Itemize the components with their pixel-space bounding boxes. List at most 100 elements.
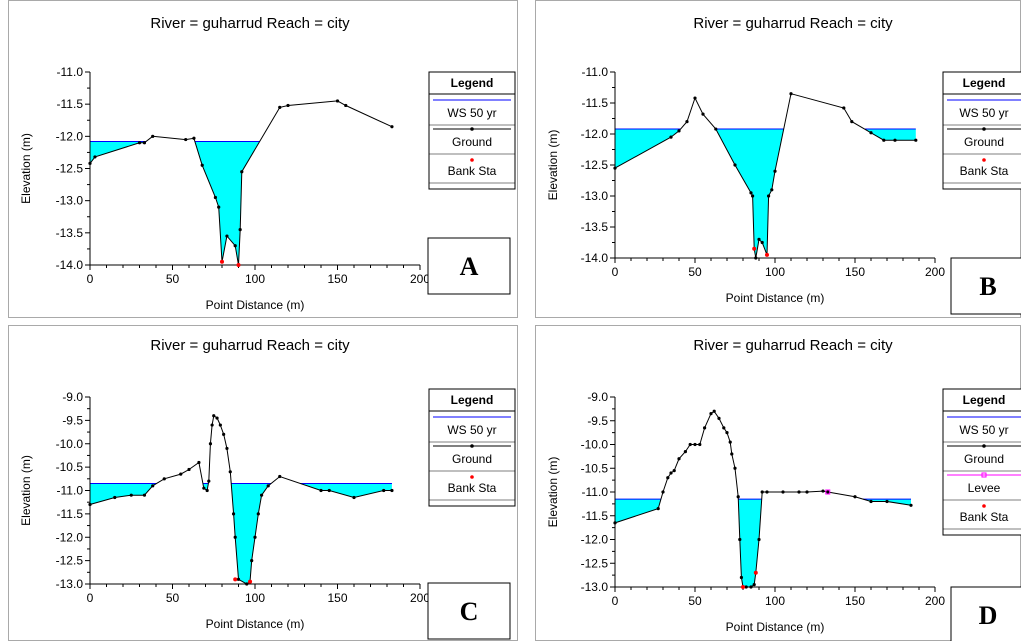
ground-point xyxy=(712,409,716,413)
ground-point xyxy=(882,138,886,142)
ground-point xyxy=(352,495,356,500)
ground-point xyxy=(151,484,155,488)
ground-point xyxy=(266,484,270,488)
ground-point xyxy=(215,416,219,420)
y-tick-label: -11.5 xyxy=(582,509,609,523)
chart-title: River = guharrud Reach = city xyxy=(150,337,350,354)
y-tick-label: -9.0 xyxy=(62,390,83,404)
ground-point xyxy=(728,440,732,444)
ground-point xyxy=(751,194,755,198)
ground-point xyxy=(703,426,707,430)
ground-point xyxy=(685,120,689,124)
ground-point xyxy=(250,559,254,563)
ground-point xyxy=(205,488,209,493)
bank-sta-point xyxy=(248,579,253,584)
x-tick-label: 100 xyxy=(765,594,785,608)
ground-point xyxy=(238,228,242,232)
chart-d: River = guharrud Reach = city -9.0 -9.5 -10… xyxy=(535,325,1021,641)
ground-point xyxy=(382,488,386,493)
panel-letter-box xyxy=(950,586,1021,641)
ground-point xyxy=(233,535,237,539)
y-tick-label: -13.5 xyxy=(581,220,609,234)
y-tick-label: -12.5 xyxy=(581,158,609,172)
x-tick-label: 200 xyxy=(925,265,945,279)
legend-item-ws-50-yr: WS 50 yr xyxy=(959,423,1008,437)
ground-point xyxy=(179,472,183,476)
ground-point xyxy=(757,537,761,542)
water-fill-0 xyxy=(90,141,147,164)
x-tick-label: 0 xyxy=(87,272,94,286)
legend: Legend WS 50 yr Ground Bank Sta xyxy=(942,71,1021,190)
legend-item-ground: Ground xyxy=(452,135,492,149)
x-tick-label: 0 xyxy=(612,594,619,608)
ground-point xyxy=(222,432,226,436)
ground-point xyxy=(137,141,142,145)
ground-point xyxy=(225,234,229,238)
legend-item-ws-50-yr: WS 50 yr xyxy=(447,106,496,120)
y-axis-label: Elevation (m) xyxy=(19,133,33,204)
ground-point xyxy=(200,163,204,167)
ground-point xyxy=(757,237,761,241)
ground-point xyxy=(245,582,249,586)
ground-point xyxy=(327,488,331,493)
ground-point xyxy=(909,503,913,507)
ground-point xyxy=(797,490,801,494)
ground-point xyxy=(217,205,221,209)
ground-point xyxy=(113,495,117,500)
ground-point xyxy=(278,474,282,479)
ground-point xyxy=(773,169,777,173)
ground-point xyxy=(733,163,737,167)
panel-letter-box xyxy=(427,237,511,295)
legend-marker-levee xyxy=(981,472,987,478)
water-fill-0 xyxy=(615,499,661,523)
ground-point xyxy=(760,490,764,494)
y-tick-label: -11.0 xyxy=(57,65,84,79)
ground-point xyxy=(208,442,213,446)
ground-point xyxy=(142,493,147,497)
y-tick-label: -10.0 xyxy=(56,437,84,451)
ground-point xyxy=(683,450,687,454)
ground-point xyxy=(717,416,721,420)
ground-point xyxy=(142,141,147,145)
ground-point xyxy=(752,583,756,587)
ground-point xyxy=(390,488,394,493)
chart-a: River = guharrud Reach = city -11.0 -11.5 -… xyxy=(8,0,518,318)
legend-marker-ground xyxy=(982,444,986,448)
y-tick-label: -12.5 xyxy=(581,556,609,570)
y-tick-label: -12.0 xyxy=(56,530,84,544)
water-fill-2 xyxy=(231,483,272,584)
water-fill-2 xyxy=(864,129,916,141)
ground-point xyxy=(693,96,697,100)
y-tick-label: -13.0 xyxy=(56,577,84,591)
x-tick-label: 200 xyxy=(925,594,945,608)
ground-point xyxy=(914,138,918,142)
y-tick-label: -13.0 xyxy=(581,189,609,203)
y-tick-label: -13.0 xyxy=(56,194,84,208)
water-fill-2 xyxy=(863,499,911,506)
ground-point xyxy=(739,575,743,580)
legend: Legend WS 50 yr Ground Levee Bank Sta xyxy=(942,388,1021,536)
legend-title: Legend xyxy=(451,76,494,90)
y-tick-label: -11.5 xyxy=(57,97,84,111)
ground-point xyxy=(212,414,216,418)
x-axis-label: Point Distance (m) xyxy=(206,298,305,312)
y-tick-label: -10.5 xyxy=(581,461,609,475)
ground-line xyxy=(614,410,912,588)
ground-point xyxy=(335,99,340,103)
ground-point xyxy=(767,194,771,198)
water-fill-1 xyxy=(738,499,762,587)
ground-point xyxy=(256,512,260,516)
x-tick-label: 0 xyxy=(612,265,619,279)
y-tick-label: -10.0 xyxy=(581,438,609,452)
y-tick-label: -12.5 xyxy=(56,554,84,568)
chart-c: River = guharrud Reach = city -9.0 -9.5 -10… xyxy=(8,325,518,641)
legend-title: Legend xyxy=(963,76,1006,90)
panel-b: River = guharrud Reach = city -11.0 -11.5 -… xyxy=(535,0,1021,318)
y-tick-label: -12.5 xyxy=(56,162,84,176)
ground-point xyxy=(722,426,726,430)
y-tick-label: -11.0 xyxy=(582,485,609,499)
y-tick-label: -9.0 xyxy=(587,390,608,404)
ground-point xyxy=(228,470,232,474)
x-tick-label: 50 xyxy=(166,272,180,286)
water-fill-0 xyxy=(615,129,681,169)
